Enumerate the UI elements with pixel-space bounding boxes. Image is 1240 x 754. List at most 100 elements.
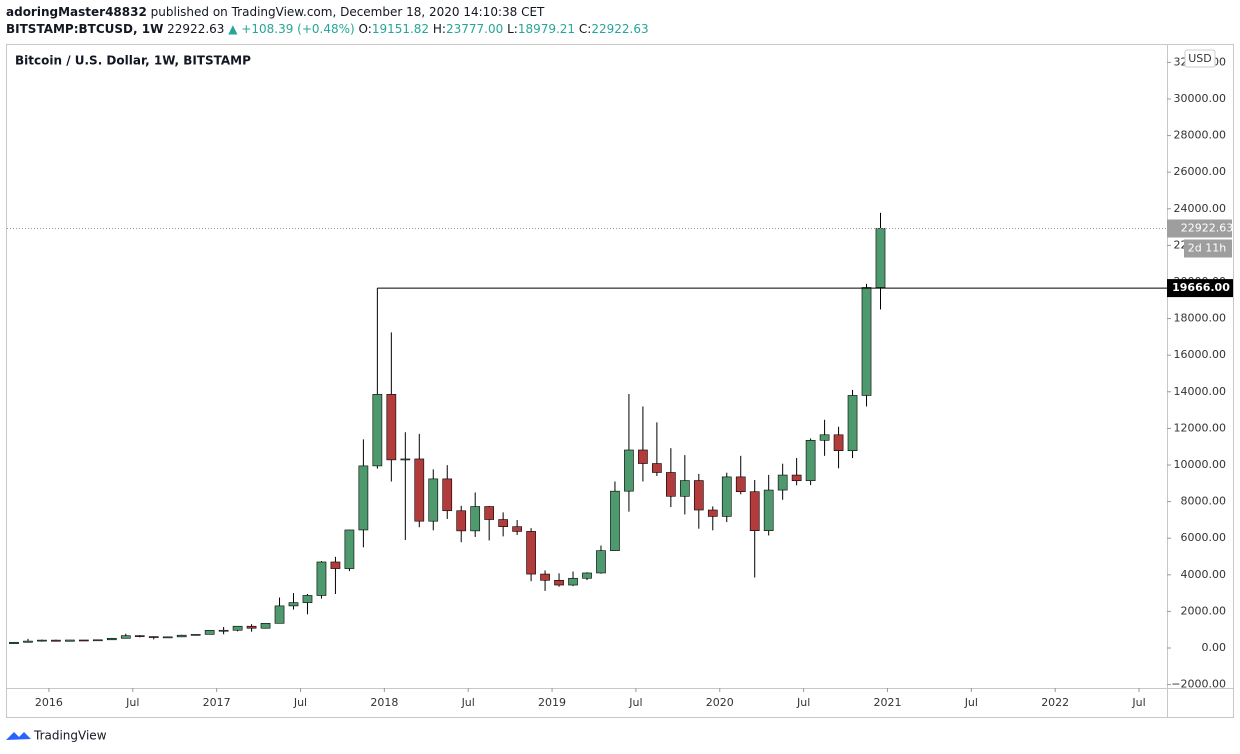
- candle-body: [470, 506, 481, 532]
- candle-body: [358, 465, 369, 531]
- candle-body: [386, 394, 397, 461]
- candle-body: [582, 572, 592, 579]
- candle-body: [777, 474, 788, 491]
- candle-body: [721, 476, 732, 517]
- candle-body: [456, 510, 467, 532]
- candle-body: [749, 491, 760, 531]
- y-tick-label: 30000.00: [1174, 92, 1227, 105]
- o-key: O:: [359, 22, 372, 36]
- y-tick-label: 4000.00: [1181, 568, 1227, 581]
- logo-icon: [6, 732, 31, 740]
- candle-body: [274, 605, 285, 624]
- l-key: L:: [507, 22, 518, 36]
- brand: TradingView: [33, 729, 107, 743]
- candle-body: [9, 641, 19, 644]
- candle-body: [120, 635, 131, 639]
- y-tick-label: 12000.00: [1174, 421, 1227, 434]
- h: 23777.00: [446, 22, 503, 36]
- candle-body: [93, 639, 103, 642]
- x-tick-label: 2021: [873, 696, 901, 709]
- currency: USD: [1188, 52, 1212, 65]
- candle-body: [79, 639, 89, 642]
- y-tick-label: 10000.00: [1174, 458, 1227, 471]
- candle-body: [624, 449, 634, 492]
- candle-body: [246, 625, 257, 629]
- candle-body: [540, 573, 550, 581]
- x-tick-label: 2022: [1041, 696, 1069, 709]
- x-tick-label: 2018: [370, 696, 398, 709]
- publisher: adoringMaster48832 published on TradingV…: [6, 5, 545, 19]
- x-tick-label: Jul: [964, 696, 978, 709]
- candle-body: [260, 622, 271, 629]
- candle-body: [232, 625, 243, 631]
- candle-body: [51, 639, 61, 642]
- candle-body: [148, 636, 159, 638]
- candle-body: [526, 531, 536, 575]
- y-tick-label: 0.00: [1202, 641, 1227, 654]
- level-label: 19666.00: [1172, 281, 1230, 294]
- candle-body: [638, 449, 648, 464]
- candle-body: [763, 489, 774, 531]
- candles: [9, 212, 886, 644]
- candle-body: [805, 439, 816, 482]
- candle-body: [37, 639, 47, 642]
- y-tick-label: 26000.00: [1174, 165, 1227, 178]
- last: 22922.63: [167, 22, 224, 36]
- candle-body: [414, 458, 425, 522]
- x-tick-label: Jul: [628, 696, 642, 709]
- y-tick-label: 24000.00: [1174, 202, 1227, 215]
- candle-body: [190, 634, 201, 636]
- l: 18979.21: [518, 22, 575, 36]
- candle-body: [791, 474, 802, 482]
- candle-body: [596, 550, 606, 574]
- candle-body: [400, 458, 411, 461]
- candle-body: [428, 478, 439, 522]
- published: published on TradingView.com, December 1…: [151, 5, 545, 19]
- x-tick-label: 2020: [706, 696, 734, 709]
- x-tick-label: Jul: [293, 696, 307, 709]
- change: ▲ +108.39 (+0.48%): [228, 22, 354, 36]
- candle-body: [652, 463, 662, 473]
- y-tick-label: 2000.00: [1181, 604, 1227, 617]
- candle-body: [134, 635, 145, 637]
- candle-body: [176, 634, 187, 638]
- candle-body: [484, 506, 495, 520]
- candle-body: [861, 287, 872, 396]
- countdown: 2d 11h: [1188, 242, 1226, 255]
- y-tick-label: −2000.00: [1171, 678, 1226, 691]
- y-tick-label: 8000.00: [1181, 495, 1227, 508]
- candle-body: [833, 434, 844, 452]
- h-key: H:: [433, 22, 446, 36]
- plot: −2000.00 0.00 2000.00 4000.00 6000.00 8000.00…: [7, 49, 1234, 709]
- candle-body: [162, 636, 173, 639]
- x-tick-label: Jul: [461, 696, 475, 709]
- candle-body: [847, 395, 858, 452]
- candle-body: [218, 629, 229, 632]
- x-tick-label: Jul: [1131, 696, 1145, 709]
- c: 22922.63: [591, 22, 648, 36]
- x-tick-label: 2019: [538, 696, 566, 709]
- candle-body: [707, 509, 718, 517]
- y-tick-label: 6000.00: [1181, 531, 1227, 544]
- candle-body: [512, 526, 522, 532]
- last-price-label: 22922.63: [1181, 222, 1234, 235]
- x-tick-label: Jul: [796, 696, 810, 709]
- x-tick-label: 2017: [203, 696, 231, 709]
- candle-body: [302, 595, 313, 603]
- y-tick-label: 18000.00: [1174, 312, 1227, 325]
- candle-body: [875, 228, 886, 288]
- y-tick-label: 28000.00: [1174, 129, 1227, 142]
- c-key: C:: [579, 22, 591, 36]
- chart-title: Bitcoin / U.S. Dollar, 1W, BITSTAMP: [15, 54, 251, 68]
- currency-box: [1184, 49, 1216, 68]
- candle-body: [819, 434, 830, 441]
- candle-body: [65, 639, 75, 642]
- x-tick-label: 2016: [35, 696, 63, 709]
- candle-body: [316, 561, 327, 596]
- countdown-badge: [1184, 239, 1232, 258]
- candle-body: [693, 480, 704, 511]
- y-tick-label: 16000.00: [1174, 348, 1227, 361]
- candle-body: [344, 529, 355, 569]
- candle-body: [679, 480, 690, 497]
- candle-body: [442, 478, 453, 512]
